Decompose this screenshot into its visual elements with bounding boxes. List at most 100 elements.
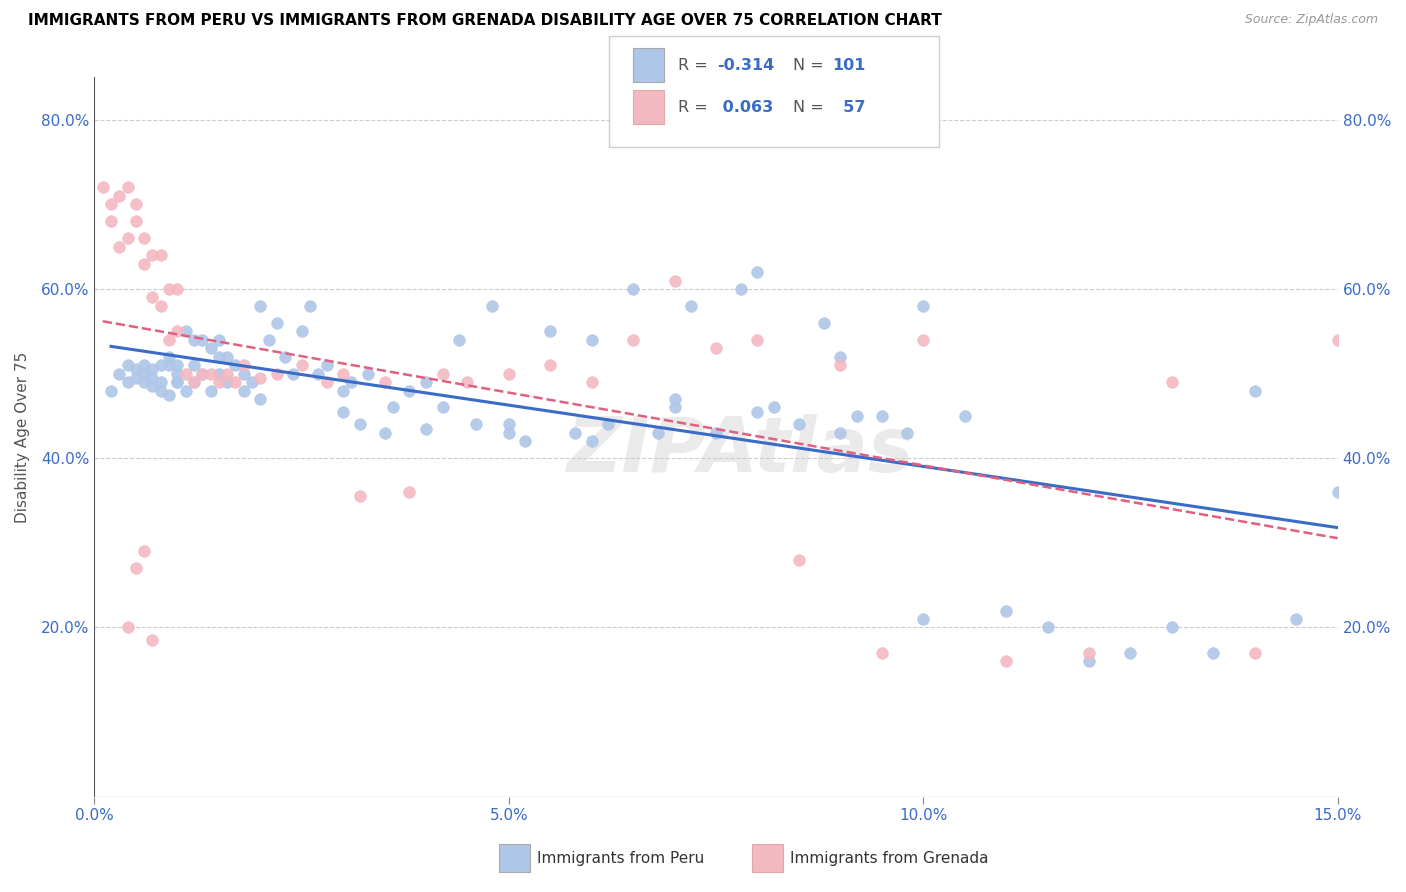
Point xyxy=(349,417,371,432)
Point xyxy=(208,367,231,381)
Point xyxy=(149,248,172,262)
Point xyxy=(257,333,280,347)
Point xyxy=(91,180,114,194)
Point xyxy=(157,333,180,347)
Point xyxy=(274,350,297,364)
Point xyxy=(141,248,163,262)
Point xyxy=(332,384,354,398)
Text: ZIPAtlas: ZIPAtlas xyxy=(567,415,915,489)
Point xyxy=(870,646,893,660)
Point xyxy=(415,421,437,435)
Point xyxy=(149,358,172,372)
Point xyxy=(149,384,172,398)
Point xyxy=(515,434,537,449)
Point xyxy=(1326,333,1348,347)
Point xyxy=(381,401,404,415)
Point xyxy=(830,350,852,364)
Point xyxy=(995,603,1018,617)
Point xyxy=(174,324,197,338)
Point xyxy=(157,282,180,296)
Point xyxy=(208,350,231,364)
Point xyxy=(125,362,148,376)
Point xyxy=(912,333,935,347)
Point xyxy=(332,367,354,381)
Point xyxy=(183,375,205,389)
Point xyxy=(183,358,205,372)
Point xyxy=(374,375,396,389)
Point xyxy=(166,375,188,389)
Point xyxy=(141,371,163,385)
Point xyxy=(100,197,122,211)
Point xyxy=(1078,654,1101,668)
Point xyxy=(1160,620,1182,634)
Point xyxy=(664,401,686,415)
Point xyxy=(217,350,239,364)
Text: Immigrants from Peru: Immigrants from Peru xyxy=(537,851,704,865)
Text: 57: 57 xyxy=(832,100,866,114)
Point xyxy=(1243,384,1265,398)
Text: R =: R = xyxy=(678,100,713,114)
Text: N =: N = xyxy=(793,100,830,114)
Text: -0.314: -0.314 xyxy=(717,58,775,72)
Point xyxy=(200,367,222,381)
Point xyxy=(141,633,163,648)
Point xyxy=(200,341,222,355)
Point xyxy=(332,405,354,419)
Point xyxy=(191,333,214,347)
Point xyxy=(298,299,321,313)
Point xyxy=(415,375,437,389)
Point xyxy=(1202,646,1225,660)
Point xyxy=(134,358,156,372)
Point xyxy=(1243,646,1265,660)
Point xyxy=(100,384,122,398)
Point xyxy=(449,333,471,347)
Point xyxy=(1326,485,1348,500)
Point xyxy=(125,197,148,211)
Point xyxy=(664,273,686,287)
Point xyxy=(813,316,835,330)
Point xyxy=(283,367,305,381)
Point xyxy=(149,375,172,389)
Point xyxy=(747,265,769,279)
Point xyxy=(117,180,139,194)
Point xyxy=(125,214,148,228)
Point xyxy=(704,425,727,440)
Point xyxy=(564,425,586,440)
Point xyxy=(896,425,918,440)
Point xyxy=(498,417,520,432)
Point xyxy=(134,544,156,558)
Point xyxy=(995,654,1018,668)
Point xyxy=(315,375,337,389)
Point xyxy=(432,367,454,381)
Point xyxy=(315,358,337,372)
Point xyxy=(108,367,131,381)
Point xyxy=(157,388,180,402)
Point xyxy=(830,425,852,440)
Point xyxy=(134,367,156,381)
Point xyxy=(870,409,893,423)
Point xyxy=(266,316,288,330)
Point xyxy=(134,257,156,271)
Point xyxy=(125,561,148,575)
Point xyxy=(953,409,976,423)
Point xyxy=(1285,612,1308,626)
Point xyxy=(117,620,139,634)
Point xyxy=(125,371,148,385)
Point xyxy=(374,425,396,440)
Point xyxy=(183,375,205,389)
Point xyxy=(398,485,420,500)
Point xyxy=(432,401,454,415)
Point xyxy=(166,324,188,338)
Point xyxy=(456,375,478,389)
Point xyxy=(1078,646,1101,660)
Point xyxy=(747,405,769,419)
Point xyxy=(224,358,246,372)
Point xyxy=(232,358,254,372)
Point xyxy=(174,384,197,398)
Point xyxy=(357,367,380,381)
Point xyxy=(498,367,520,381)
Point xyxy=(240,375,263,389)
Point xyxy=(141,379,163,393)
Point xyxy=(191,367,214,381)
Point xyxy=(481,299,503,313)
